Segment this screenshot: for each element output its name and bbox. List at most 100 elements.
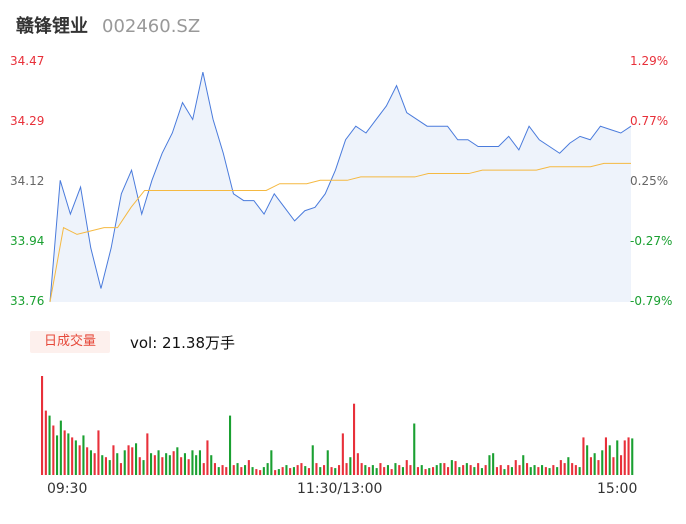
stock-code: 002460.SZ: [102, 16, 201, 37]
volume-bar: [390, 469, 393, 475]
volume-bar: [93, 453, 96, 475]
volume-bar: [292, 467, 295, 475]
volume-bar: [259, 470, 262, 476]
volume-tab[interactable]: 日成交量: [30, 331, 110, 353]
volume-bar: [507, 465, 510, 475]
volume-bar: [571, 463, 574, 475]
pct-tick-1: 1.29%: [630, 54, 669, 68]
volume-bar: [503, 469, 506, 475]
volume-bar: [522, 455, 525, 475]
volume-bar: [198, 450, 201, 476]
volume-bar: [604, 437, 607, 475]
volume-summary: vol: 21.38万手: [130, 334, 235, 352]
volume-bar: [119, 463, 122, 475]
volume-bar: [383, 467, 386, 475]
volume-bar: [356, 453, 359, 475]
volume-bar: [574, 465, 577, 475]
volume-bar: [544, 467, 547, 475]
price-tick-3: 34.12: [10, 174, 45, 188]
volume-bar: [612, 457, 615, 475]
average-line: [49, 162, 631, 303]
volume-bar: [240, 467, 243, 475]
volume-bar: [368, 467, 371, 475]
volume-bar: [552, 465, 555, 475]
price-area: [50, 72, 631, 302]
volume-bar: [176, 447, 179, 475]
volume-bar: [44, 410, 47, 475]
volume-bar: [514, 460, 517, 475]
volume-bar: [413, 423, 416, 475]
volume-bar: [244, 465, 247, 475]
volume-bar: [345, 463, 348, 475]
volume-bar: [146, 433, 149, 475]
volume-bar: [518, 465, 521, 475]
volume-bar: [180, 457, 183, 475]
volume-bar: [364, 465, 367, 475]
time-tick-close: 15:00: [597, 481, 638, 497]
volume-bar: [623, 440, 626, 475]
volume-bar: [210, 455, 213, 475]
volume-bar: [563, 463, 566, 475]
volume-bar: [48, 415, 51, 475]
volume-bar: [168, 455, 171, 475]
volume-bar: [469, 465, 472, 475]
volume-bar: [323, 465, 326, 475]
volume-bar: [300, 463, 303, 475]
volume-bar: [627, 437, 630, 475]
volume-bar: [586, 445, 589, 475]
volume-bar: [82, 435, 85, 475]
volume-bar: [71, 437, 74, 475]
pct-tick-3: 0.25%: [630, 174, 669, 188]
volume-bar: [537, 467, 540, 475]
volume-bar: [533, 465, 536, 475]
volume-bar: [138, 457, 141, 475]
volume-bar: [556, 467, 559, 475]
volume-bar: [142, 460, 145, 475]
stock-header: 赣锋锂业 002460.SZ: [16, 12, 200, 40]
volume-bar: [371, 465, 374, 475]
volume-bar: [608, 445, 611, 475]
volume-bar: [97, 430, 100, 475]
volume-bar: [405, 460, 408, 475]
volume-bar: [63, 430, 66, 475]
volume-bar: [409, 465, 412, 475]
pct-tick-2: 0.77%: [630, 114, 669, 128]
volume-bar: [589, 457, 592, 475]
volume-bar: [567, 457, 570, 475]
volume-bar: [123, 450, 126, 476]
volume-bar: [631, 438, 634, 475]
volume-bar: [454, 461, 457, 475]
volume-bar: [439, 463, 442, 475]
volume-bar: [74, 440, 77, 475]
volume-bar: [473, 467, 476, 475]
volume-bar: [495, 467, 498, 475]
volume-bar: [398, 465, 401, 475]
volume-bar: [492, 453, 495, 475]
volume-bar: [157, 450, 160, 476]
price-tick-4: 33.94: [10, 234, 45, 248]
volume-bar: [548, 468, 551, 475]
volume-bar: [206, 440, 209, 475]
price-tick-1: 34.47: [10, 54, 45, 68]
volume-bar: [135, 443, 138, 475]
volume-bar: [104, 457, 107, 475]
volume-bar: [416, 467, 419, 475]
volume-bar: [319, 467, 322, 475]
volume-bar: [229, 415, 232, 475]
volume-bar: [277, 469, 280, 475]
volume-bar: [274, 470, 277, 476]
volume-bar: [251, 467, 254, 475]
volume-bar: [338, 465, 341, 475]
volume-bar: [236, 463, 239, 475]
volume-bar: [52, 425, 55, 475]
volume-bar: [424, 469, 427, 475]
volume-bar: [499, 465, 502, 475]
volume-bar: [183, 453, 186, 475]
volume-bar: [559, 460, 562, 475]
volume-bar: [191, 450, 194, 476]
volume-bar: [541, 465, 544, 475]
volume-bar: [232, 465, 235, 475]
volume-bar: [67, 433, 70, 475]
volume-bar: [262, 467, 265, 475]
